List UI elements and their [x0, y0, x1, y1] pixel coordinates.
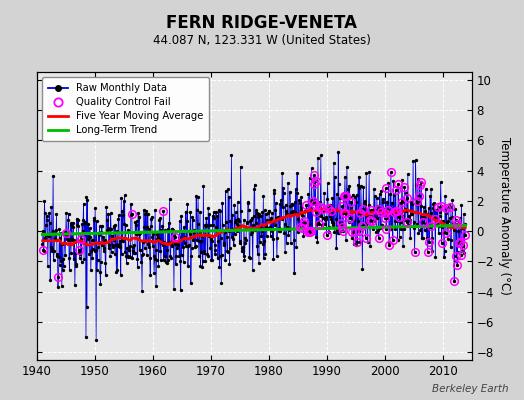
Text: FERN RIDGE-VENETA: FERN RIDGE-VENETA: [167, 14, 357, 32]
Legend: Raw Monthly Data, Quality Control Fail, Five Year Moving Average, Long-Term Tren: Raw Monthly Data, Quality Control Fail, …: [42, 77, 209, 141]
Y-axis label: Temperature Anomaly (°C): Temperature Anomaly (°C): [497, 137, 510, 295]
Text: 44.087 N, 123.331 W (United States): 44.087 N, 123.331 W (United States): [153, 34, 371, 47]
Text: Berkeley Earth: Berkeley Earth: [432, 384, 508, 394]
